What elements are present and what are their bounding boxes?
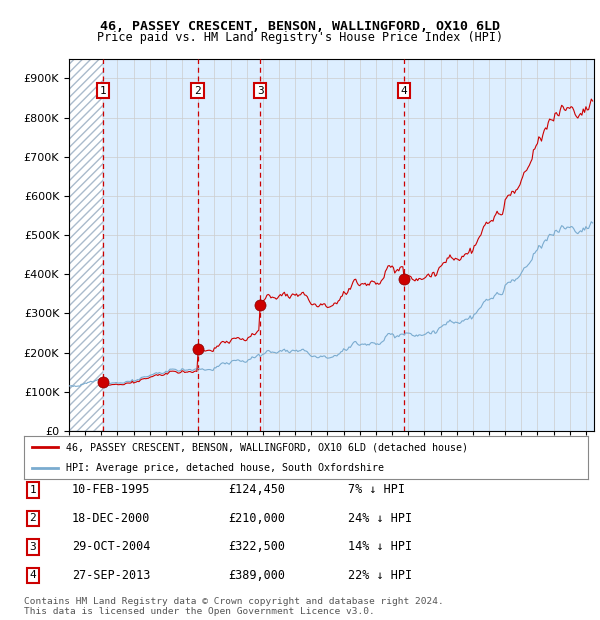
Text: Price paid vs. HM Land Registry's House Price Index (HPI): Price paid vs. HM Land Registry's House … [97,31,503,44]
Text: 4: 4 [29,570,37,580]
Text: 1: 1 [29,485,37,495]
Text: 1: 1 [100,86,106,95]
Text: 46, PASSEY CRESCENT, BENSON, WALLINGFORD, OX10 6LD: 46, PASSEY CRESCENT, BENSON, WALLINGFORD… [100,20,500,33]
Text: 18-DEC-2000: 18-DEC-2000 [72,512,151,525]
Text: 24% ↓ HPI: 24% ↓ HPI [348,512,412,525]
Text: 22% ↓ HPI: 22% ↓ HPI [348,569,412,582]
Text: 3: 3 [257,86,263,95]
Text: 7% ↓ HPI: 7% ↓ HPI [348,484,405,496]
Text: Contains HM Land Registry data © Crown copyright and database right 2024.: Contains HM Land Registry data © Crown c… [24,597,444,606]
Text: 4: 4 [401,86,407,95]
Text: 3: 3 [29,542,37,552]
Text: £389,000: £389,000 [228,569,285,582]
Text: 46, PASSEY CRESCENT, BENSON, WALLINGFORD, OX10 6LD (detached house): 46, PASSEY CRESCENT, BENSON, WALLINGFORD… [66,442,469,452]
Text: 2: 2 [29,513,37,523]
Text: 27-SEP-2013: 27-SEP-2013 [72,569,151,582]
Text: £210,000: £210,000 [228,512,285,525]
Text: 2: 2 [194,86,201,95]
Text: This data is licensed under the Open Government Licence v3.0.: This data is licensed under the Open Gov… [24,607,375,616]
Text: 29-OCT-2004: 29-OCT-2004 [72,541,151,553]
Text: £322,500: £322,500 [228,541,285,553]
Text: 14% ↓ HPI: 14% ↓ HPI [348,541,412,553]
Text: HPI: Average price, detached house, South Oxfordshire: HPI: Average price, detached house, Sout… [66,463,385,473]
Text: £124,450: £124,450 [228,484,285,496]
Text: 10-FEB-1995: 10-FEB-1995 [72,484,151,496]
